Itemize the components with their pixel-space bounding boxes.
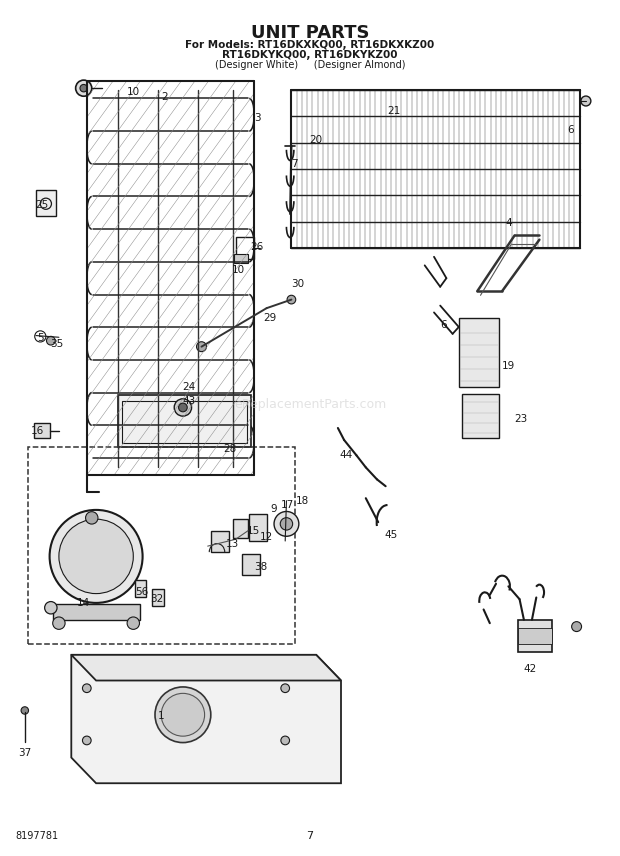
Ellipse shape: [161, 693, 205, 736]
Text: 10: 10: [126, 86, 140, 97]
Text: 35: 35: [50, 339, 64, 349]
Circle shape: [572, 621, 582, 632]
Circle shape: [174, 399, 192, 416]
Text: 44: 44: [339, 450, 353, 461]
Text: 13: 13: [226, 538, 239, 549]
Text: 5: 5: [37, 333, 43, 343]
Bar: [135, 580, 146, 597]
Text: 7: 7: [291, 159, 298, 169]
Circle shape: [82, 736, 91, 745]
Circle shape: [274, 512, 299, 536]
Bar: [459, 318, 499, 387]
Bar: [122, 401, 247, 443]
Bar: [518, 620, 552, 652]
Circle shape: [76, 80, 92, 96]
Circle shape: [50, 510, 143, 603]
Text: UNIT PARTS: UNIT PARTS: [250, 23, 370, 42]
Text: 45: 45: [384, 530, 397, 540]
Text: 3: 3: [254, 113, 260, 123]
Bar: [234, 254, 248, 263]
Text: 56: 56: [135, 587, 148, 597]
Circle shape: [82, 684, 91, 693]
Text: 17: 17: [280, 500, 294, 510]
Circle shape: [281, 684, 290, 693]
Text: 30: 30: [291, 279, 304, 289]
Circle shape: [287, 295, 296, 304]
Bar: [249, 514, 267, 541]
Text: 19: 19: [502, 360, 515, 371]
Polygon shape: [71, 655, 341, 783]
Circle shape: [80, 85, 87, 92]
Bar: [211, 531, 229, 552]
Bar: [28, 447, 294, 644]
Circle shape: [86, 512, 98, 524]
Text: 2: 2: [161, 92, 167, 102]
Bar: [236, 237, 254, 259]
Text: 25: 25: [35, 200, 49, 211]
Circle shape: [46, 336, 55, 345]
Text: 20: 20: [309, 135, 323, 146]
Text: 8197781: 8197781: [16, 830, 59, 841]
Text: 42: 42: [523, 664, 537, 675]
Text: 43: 43: [182, 395, 196, 406]
Text: 10: 10: [232, 265, 246, 275]
Bar: [118, 395, 251, 447]
Text: 24: 24: [182, 382, 196, 392]
Text: 37: 37: [18, 748, 32, 758]
Text: 23: 23: [514, 414, 528, 425]
Bar: [232, 519, 248, 538]
Circle shape: [127, 617, 140, 629]
Text: 21: 21: [387, 106, 401, 116]
Circle shape: [179, 403, 187, 412]
Text: 38: 38: [254, 562, 267, 572]
Circle shape: [53, 617, 65, 629]
Circle shape: [280, 518, 293, 530]
Text: RT16DKYKQ00, RT16DKYKZ00: RT16DKYKQ00, RT16DKYKZ00: [222, 50, 398, 60]
Text: 32: 32: [150, 594, 164, 604]
Text: 12: 12: [260, 532, 273, 542]
Text: 26: 26: [250, 241, 264, 252]
Bar: [242, 554, 260, 575]
Text: 15: 15: [246, 526, 260, 536]
Text: eReplacementParts.com: eReplacementParts.com: [234, 397, 386, 411]
Bar: [462, 394, 499, 438]
Circle shape: [581, 96, 591, 106]
Text: For Models: RT16DKXKQ00, RT16DKXKZ00: For Models: RT16DKXKQ00, RT16DKXKZ00: [185, 39, 435, 50]
Text: 28: 28: [223, 444, 236, 455]
Circle shape: [281, 736, 290, 745]
Text: 14: 14: [77, 598, 91, 609]
Circle shape: [45, 602, 57, 614]
Bar: [518, 628, 552, 644]
Text: 4: 4: [505, 217, 511, 228]
Text: (Designer White)     (Designer Almond): (Designer White) (Designer Almond): [215, 60, 405, 70]
Bar: [36, 190, 56, 216]
Bar: [53, 604, 140, 620]
Text: 6: 6: [440, 320, 446, 330]
Ellipse shape: [155, 687, 211, 743]
Text: 16: 16: [30, 426, 44, 437]
Text: 7: 7: [306, 830, 314, 841]
Text: 1: 1: [158, 711, 164, 722]
Circle shape: [59, 520, 133, 593]
Text: 18: 18: [295, 496, 309, 506]
Text: 9: 9: [271, 504, 277, 514]
Polygon shape: [71, 655, 341, 681]
Bar: [152, 589, 164, 606]
Bar: [34, 423, 50, 438]
Text: 29: 29: [263, 313, 277, 324]
Text: 6: 6: [567, 125, 574, 135]
Circle shape: [21, 707, 29, 714]
Circle shape: [197, 342, 206, 352]
